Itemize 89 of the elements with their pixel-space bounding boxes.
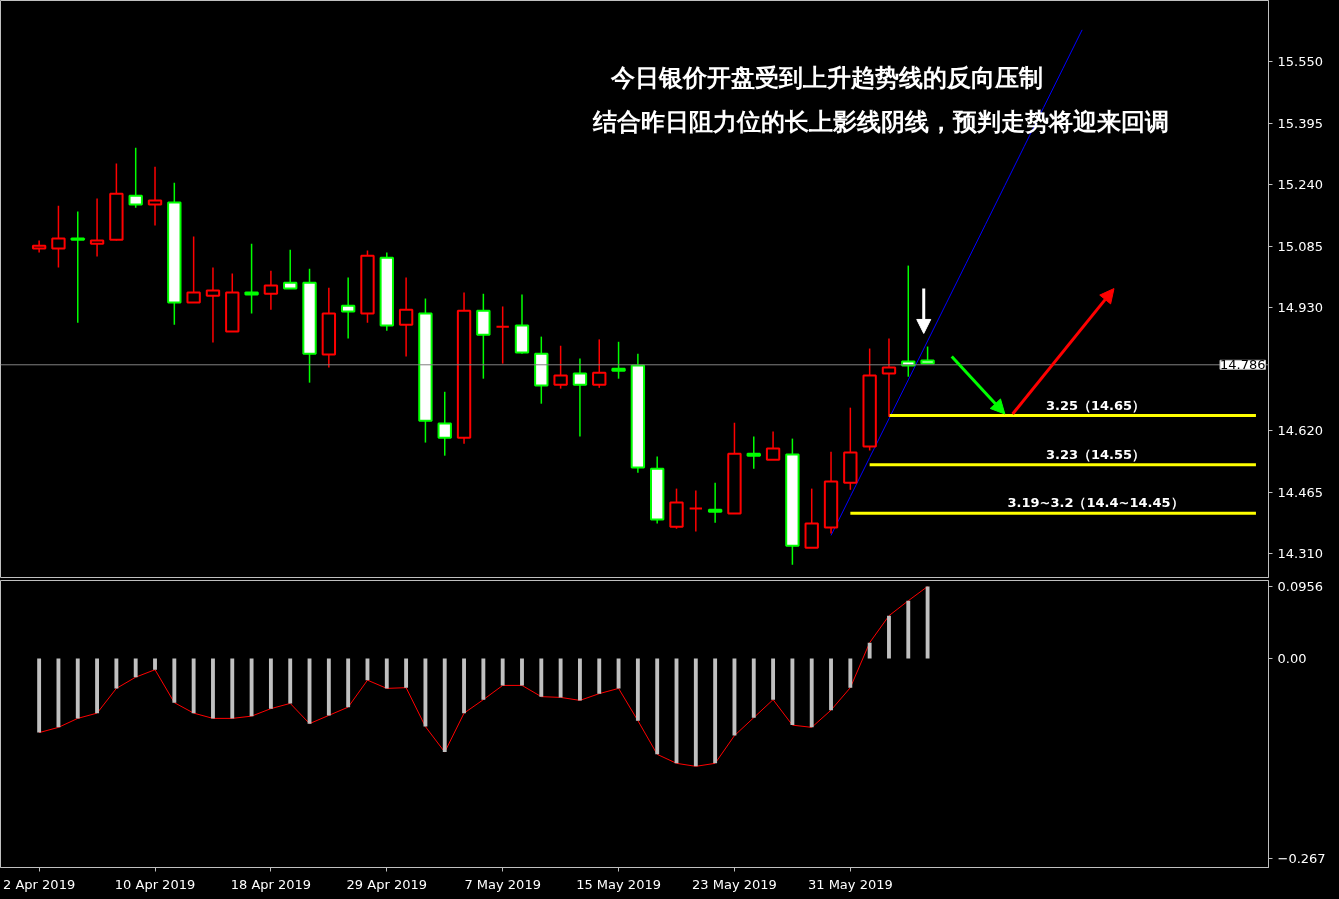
x-tick-label: 7 May 2019	[464, 876, 541, 892]
candlestick	[476, 293, 491, 380]
bar	[153, 658, 157, 670]
bar	[462, 658, 466, 714]
candlestick	[688, 489, 703, 533]
y-tick-label: −0.267	[1277, 851, 1326, 867]
x-tick-label: 18 Apr 2019	[230, 876, 312, 892]
bar	[925, 586, 930, 659]
x-tick-label: 10 Apr 2019	[114, 876, 196, 892]
annotation: 今日银价开盘受到上升趋势线的反向压制	[609, 63, 1043, 92]
bar	[713, 658, 718, 764]
bar	[771, 658, 776, 700]
bar	[520, 658, 524, 686]
annotation: 3.19~3.2（14.4~14.45）	[1007, 495, 1184, 511]
candlestick	[437, 391, 452, 457]
candlestick	[89, 197, 105, 258]
candlestick	[340, 276, 356, 340]
candlestick	[244, 243, 259, 315]
y-tick-label: 14.465	[1277, 484, 1323, 500]
bar	[693, 658, 698, 767]
candlestick	[553, 345, 568, 390]
candlestick	[398, 276, 414, 358]
y-tick-label: 14.620	[1277, 423, 1323, 439]
bar	[211, 658, 215, 719]
candlestick	[70, 210, 85, 324]
bar	[751, 658, 756, 718]
bar	[558, 658, 563, 698]
candlestick	[205, 266, 221, 344]
y-tick-label: 0.0956	[1277, 579, 1323, 595]
candlestick	[186, 235, 201, 304]
candlestick	[495, 305, 510, 365]
candlestick	[128, 146, 143, 209]
bar	[887, 615, 891, 659]
candlestick	[283, 248, 298, 290]
bar	[500, 658, 505, 686]
candlestick	[881, 337, 897, 418]
bar	[597, 658, 602, 694]
candlestick	[592, 338, 607, 389]
y-tick-label: 15.395	[1277, 115, 1323, 131]
bar	[288, 658, 293, 704]
y-tick-label: 15.085	[1277, 238, 1323, 254]
bar	[867, 642, 872, 659]
x-tick-label: 2 Apr 2019	[3, 876, 76, 892]
candlestick	[263, 270, 279, 311]
bar	[829, 658, 833, 711]
y-tick-label: 14.930	[1277, 300, 1323, 316]
bar	[346, 658, 351, 708]
bar	[655, 658, 660, 755]
y-tick-label: 15.550	[1277, 54, 1323, 70]
bar	[384, 658, 389, 689]
bar	[133, 658, 138, 678]
candlestick	[746, 435, 761, 470]
candlestick	[611, 341, 626, 380]
bar	[790, 658, 795, 726]
bar	[906, 600, 911, 659]
annotation: 3.23（14.55）	[1045, 446, 1146, 462]
bar	[230, 658, 235, 719]
candlestick	[707, 481, 723, 524]
bar	[37, 658, 42, 733]
bar	[326, 658, 331, 716]
bar	[95, 658, 99, 714]
bar	[114, 658, 119, 689]
x-tick-label: 23 May 2019	[692, 876, 777, 892]
bar	[404, 658, 409, 688]
line-series	[38, 585, 929, 767]
x-tick-label: 29 Apr 2019	[346, 876, 427, 892]
bar	[809, 658, 814, 728]
bar	[75, 658, 80, 719]
y-tick-label: 15.240	[1277, 177, 1323, 193]
bar	[268, 658, 273, 709]
bar	[848, 658, 853, 688]
bar	[578, 658, 582, 701]
candlestick	[51, 204, 66, 269]
bar	[172, 658, 177, 703]
y-tick-label: 14.310	[1277, 546, 1323, 562]
candlestick	[572, 357, 588, 438]
annotation: 3.25（14.65）	[1045, 397, 1146, 413]
x-tick-label: 31 May 2019	[807, 876, 893, 892]
x-tick-label: 15 May 2019	[576, 876, 661, 892]
candlestick	[765, 430, 781, 461]
bar	[635, 658, 640, 721]
y-tick-label: 0.00	[1277, 650, 1307, 666]
bar	[423, 658, 428, 727]
bar	[481, 658, 486, 700]
bar	[249, 658, 254, 717]
bar	[442, 658, 447, 753]
ref-line-label: 14.786	[1220, 357, 1266, 373]
bar	[539, 658, 544, 697]
bar	[191, 658, 196, 714]
